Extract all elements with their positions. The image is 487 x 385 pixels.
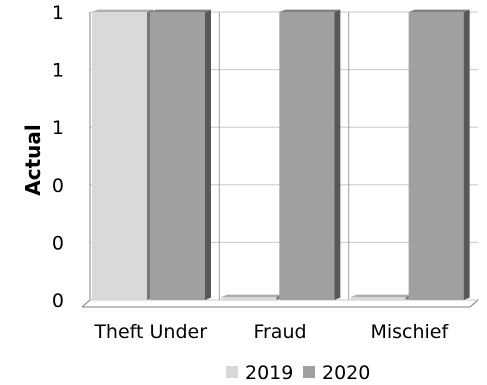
- bar-side: [205, 9, 211, 300]
- x-category-label: Fraud: [253, 321, 306, 343]
- y-tick-label: 0: [52, 232, 64, 254]
- x-category-label: Mischief: [370, 321, 449, 343]
- bar-front: [221, 297, 277, 300]
- floor-edge-left: [81, 299, 91, 308]
- y-tick-labels: 0 0 0 1 1 1: [52, 2, 64, 312]
- bar-2020-theft-under: [150, 9, 211, 300]
- legend-swatch: [303, 366, 315, 378]
- y-tick-label: 0: [52, 290, 64, 312]
- bar-front: [350, 297, 406, 300]
- bar-top: [350, 294, 412, 297]
- bar-top: [150, 9, 211, 12]
- x-category-label: Theft Under: [93, 321, 207, 343]
- legend-label: 2019: [245, 362, 293, 384]
- y-tick-label: 1: [52, 60, 64, 82]
- bar-2020-fraud: [279, 9, 341, 300]
- bar-top: [408, 9, 470, 12]
- bar-front: [92, 12, 147, 300]
- bar-2019-mischief: [350, 294, 412, 300]
- y-axis-title: Actual: [21, 124, 45, 195]
- bar-2019-fraud: [221, 294, 283, 300]
- bar-2019-theft-under: [92, 9, 153, 300]
- legend: 2019 2020: [226, 362, 370, 384]
- bar-front: [150, 12, 205, 300]
- bar-front: [408, 12, 464, 300]
- y-tick-label: 1: [52, 117, 64, 139]
- bar-top: [279, 9, 341, 12]
- floor-edge-right: [469, 299, 479, 308]
- bar-side: [334, 9, 341, 300]
- y-tick-label: 1: [52, 2, 64, 24]
- legend-label: 2020: [322, 362, 370, 384]
- bar-front: [279, 12, 335, 300]
- bar-top: [92, 9, 153, 12]
- axes: [81, 12, 479, 308]
- bars: [92, 9, 470, 300]
- x-category-labels: Theft Under Fraud Mischief: [93, 321, 449, 343]
- legend-swatch: [226, 366, 238, 378]
- bar-2020-mischief: [408, 9, 470, 300]
- bar-side: [463, 9, 470, 300]
- bar-top: [221, 294, 283, 297]
- y-tick-label: 0: [52, 175, 64, 197]
